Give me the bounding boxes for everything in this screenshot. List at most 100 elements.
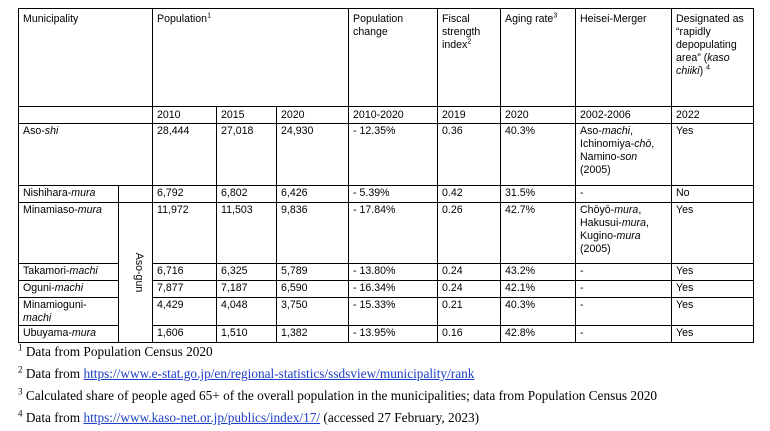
population-2015: 6,802 — [216, 185, 277, 203]
aging-rate: 40.3% — [500, 297, 577, 326]
population-2015: 7,187 — [216, 280, 277, 298]
header-kaso-designation: Designated as “rapidly depopulating area… — [671, 8, 755, 107]
subheader-row: 2010 2015 2020 2010-2020 2019 2020 2002-… — [18, 106, 755, 124]
municipality-name: Minamiaso-mura — [18, 202, 119, 264]
population-2015: 1,510 — [216, 325, 277, 343]
population-2010: 7,877 — [152, 280, 217, 298]
subheader-cell: 2015 — [216, 106, 277, 124]
header-heisei-merger: Heisei-Merger — [575, 8, 673, 107]
merger-info: - — [575, 297, 673, 326]
population-2010: 11,972 — [152, 202, 217, 264]
population-2010: 4,429 — [152, 297, 217, 326]
subheader-cell: 2010-2020 — [348, 106, 439, 124]
fiscal-index: 0.36 — [437, 123, 502, 186]
aging-rate: 40.3% — [500, 123, 577, 186]
footnote-link[interactable]: https://www.e-stat.go.jp/en/regional-sta… — [83, 366, 475, 381]
kaso-designation: Yes — [671, 325, 755, 343]
municipality-name: Oguni-machi — [18, 280, 119, 298]
table-row: Minamiaso-mura Aso-gun 11,972 11,503 9,836- … — [18, 202, 755, 343]
municipality-name: Nishihara-mura — [18, 185, 119, 203]
aging-rate: 43.2% — [500, 263, 577, 281]
population-change: - 13.95% — [348, 325, 439, 343]
population-2015: 6,325 — [216, 263, 277, 281]
municipality-name: Minamioguni-machi — [18, 297, 119, 326]
population-2020: 24,930 — [275, 123, 350, 186]
population-2010: 28,444 — [152, 123, 217, 186]
merger-info: Aso-machi, Ichinomiya-chō, Namino-son (2… — [575, 123, 673, 186]
kaso-designation: Yes — [671, 280, 755, 298]
header-row: Municipality Population1 Population chan… — [18, 8, 755, 107]
footnote: 1 Data from Population Census 2020 — [18, 342, 213, 359]
population-change: - 17.84% — [348, 202, 439, 264]
population-change: - 15.33% — [348, 297, 439, 326]
table-row: Nishihara-mura 6,792 6,802 6,426- 5.39% 0.42… — [18, 185, 755, 203]
kaso-designation: Yes — [671, 202, 755, 264]
table-row: Takamori-machi 6,716 6,325 5,789- 13.80% 0.2… — [18, 263, 755, 281]
kaso-designation: Yes — [671, 263, 755, 281]
population-2020: 3,750 — [275, 297, 350, 326]
kaso-designation: No — [671, 185, 755, 203]
header-population: Population1 — [151, 8, 350, 107]
population-change: - 13.80% — [348, 263, 439, 281]
header-municipality: Municipality — [18, 8, 153, 107]
kaso-designation: Yes — [671, 123, 755, 186]
municipality-name: Ubuyama-mura — [18, 325, 119, 343]
merger-info: - — [575, 325, 673, 343]
population-2015: 4,048 — [216, 297, 277, 326]
aging-rate: 31.5% — [500, 185, 577, 203]
population-change: - 16.34% — [348, 280, 439, 298]
footnote-number: 4 — [18, 408, 23, 419]
footnote-ref: 2 — [467, 38, 472, 46]
footnote-ref: 4 — [706, 64, 710, 72]
municipality-table: Municipality Population1 Population chan… — [18, 8, 755, 343]
header-population-change: Population change — [348, 8, 439, 107]
population-2015: 11,503 — [216, 202, 277, 264]
merger-info: Chōyō-mura, Hakusui-mura, Kugino-mura (2… — [575, 202, 673, 264]
header-fiscal-index: Fiscal strength index2 — [437, 8, 502, 107]
subheader-cell: 2002-2006 — [575, 106, 673, 124]
fiscal-index: 0.26 — [437, 202, 502, 264]
subheader-cell: 2020 — [275, 106, 350, 124]
aging-rate: 42.8% — [500, 325, 577, 343]
population-2020: 9,836 — [275, 202, 350, 264]
population-2020: 5,789 — [275, 263, 350, 281]
population-2020: 6,426 — [275, 185, 350, 203]
table-row: Ubuyama-mura 1,606 1,510 1,382- 13.95% 0.16 4… — [18, 325, 755, 343]
footnote: 2 Data from https://www.e-stat.go.jp/en/… — [18, 364, 475, 381]
population-2010: 1,606 — [152, 325, 217, 343]
fiscal-index: 0.24 — [437, 280, 502, 298]
fiscal-index: 0.42 — [437, 185, 502, 203]
aging-rate: 42.1% — [500, 280, 577, 298]
footnote: 3 Calculated share of people aged 65+ of… — [18, 386, 658, 403]
footnotes: 1 Data from Population Census 2020 2 Data… — [18, 342, 766, 430]
footnote-number: 3 — [18, 386, 23, 397]
fiscal-index: 0.24 — [437, 263, 502, 281]
table-row: Oguni-machi 7,877 7,187 6,590- 16.34% 0.24 42… — [18, 280, 755, 298]
footnote-ref: 1 — [207, 12, 211, 20]
subheader-cell: 2020 — [500, 106, 577, 124]
fiscal-index: 0.21 — [437, 297, 502, 326]
population-2010: 6,716 — [152, 263, 217, 281]
population-2020: 1,382 — [275, 325, 350, 343]
fiscal-index: 0.16 — [437, 325, 502, 343]
subheader-cell: 2019 — [437, 106, 502, 124]
footnote: 4 Data from https://www.kaso-net.or.jp/p… — [18, 408, 480, 425]
table-row: Aso-shi 28,444 27,018 24,930- 12.35% 0.36 40.… — [18, 123, 755, 186]
municipality-name: Takamori-machi — [18, 263, 119, 281]
aging-rate: 42.7% — [500, 202, 577, 264]
population-change: - 12.35% — [348, 123, 439, 186]
merger-info: - — [575, 185, 673, 203]
district-blank — [118, 185, 153, 203]
header-aging-rate: Aging rate3 — [500, 8, 577, 107]
footnote-link[interactable]: https://www.kaso-net.or.jp/publics/index… — [83, 410, 321, 425]
district-label-aso-gun: Aso-gun — [118, 202, 153, 343]
footnote-number: 1 — [18, 342, 23, 353]
municipality-name: Aso-shi — [18, 123, 153, 186]
population-2020: 6,590 — [275, 280, 350, 298]
footnote-number: 2 — [18, 364, 23, 375]
footnote-ref: 3 — [553, 12, 558, 20]
subheader-blank — [18, 106, 153, 124]
population-2015: 27,018 — [216, 123, 277, 186]
merger-info: - — [575, 263, 673, 281]
